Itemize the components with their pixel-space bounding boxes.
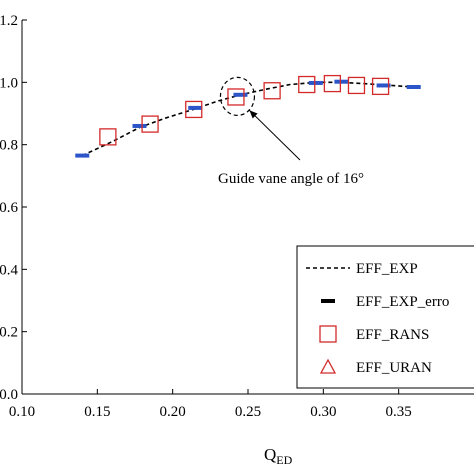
- y-tick-label: 1.2: [0, 13, 18, 29]
- legend-box: [296, 245, 474, 389]
- legend-swatch: [319, 358, 337, 374]
- data-point: [99, 128, 117, 146]
- legend-item: EFF_EXP: [306, 261, 418, 277]
- annotation-highlight-circle: [219, 76, 256, 116]
- annotation-label: Guide vane angle of 16°: [218, 171, 364, 187]
- data-point: [227, 88, 245, 106]
- y-tick-label: 0.2: [0, 325, 18, 341]
- x-axis-title-main: Q: [264, 445, 276, 464]
- legend-item: EFF_EXP_erro: [321, 294, 449, 310]
- y-tick-label: 0.0: [0, 387, 18, 403]
- y-tick-label: 0.8: [0, 138, 18, 154]
- x-tick-label: 0.20: [160, 404, 186, 420]
- legend-item: EFF_URAN: [319, 358, 432, 376]
- x-axis-ticks: 0.10 0.15 0.20 0.25 0.30 0.35: [9, 389, 412, 420]
- x-axis-title-text: QED: [264, 445, 293, 467]
- legend-item: EFF_RANS: [319, 325, 429, 343]
- series-layer: [75, 74, 421, 158]
- legend: EFF_EXP EFF_EXP_erro EFF_RANS EFF_URAN: [296, 245, 474, 389]
- y-tick-label: 1.0: [0, 75, 18, 91]
- legend-label: EFF_EXP: [356, 261, 418, 277]
- y-tick-label: 0.6: [0, 200, 19, 216]
- legend-swatch: [319, 325, 337, 343]
- y-axis-ticks: 0.0 0.2 0.4 0.6 0.8 1.0 1.2: [0, 13, 27, 403]
- data-point: [263, 82, 281, 100]
- data-point: [141, 115, 159, 133]
- x-tick-label: 0.30: [310, 404, 336, 420]
- series-eff-rans: [99, 74, 390, 146]
- x-tick-label: 0.10: [9, 404, 35, 420]
- x-axis-title-subscript: ED: [276, 453, 292, 467]
- x-axis-title: QED: [264, 445, 293, 467]
- legend-label: EFF_RANS: [356, 327, 429, 343]
- data-point: [298, 75, 316, 94]
- y-tick-label: 0.4: [0, 262, 19, 278]
- data-point: [371, 77, 390, 96]
- data-point: [185, 100, 203, 119]
- annotation-arrowhead: [249, 110, 258, 119]
- x-tick-label: 0.35: [386, 404, 412, 420]
- data-point: [323, 74, 342, 93]
- legend-label: EFF_URAN: [356, 360, 432, 376]
- x-tick-label: 0.25: [235, 404, 261, 420]
- plot-area: [21, 20, 474, 395]
- legend-label: EFF_EXP_erro: [356, 294, 449, 310]
- annotation: Guide vane angle of 16°: [218, 76, 364, 187]
- data-point: [347, 76, 366, 95]
- annotation-arrow: [249, 110, 301, 161]
- x-tick-label: 0.15: [84, 404, 110, 420]
